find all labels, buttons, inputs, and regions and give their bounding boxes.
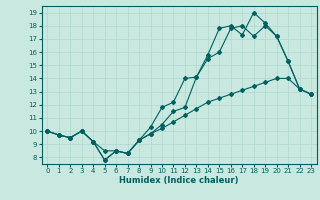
X-axis label: Humidex (Indice chaleur): Humidex (Indice chaleur): [119, 176, 239, 185]
